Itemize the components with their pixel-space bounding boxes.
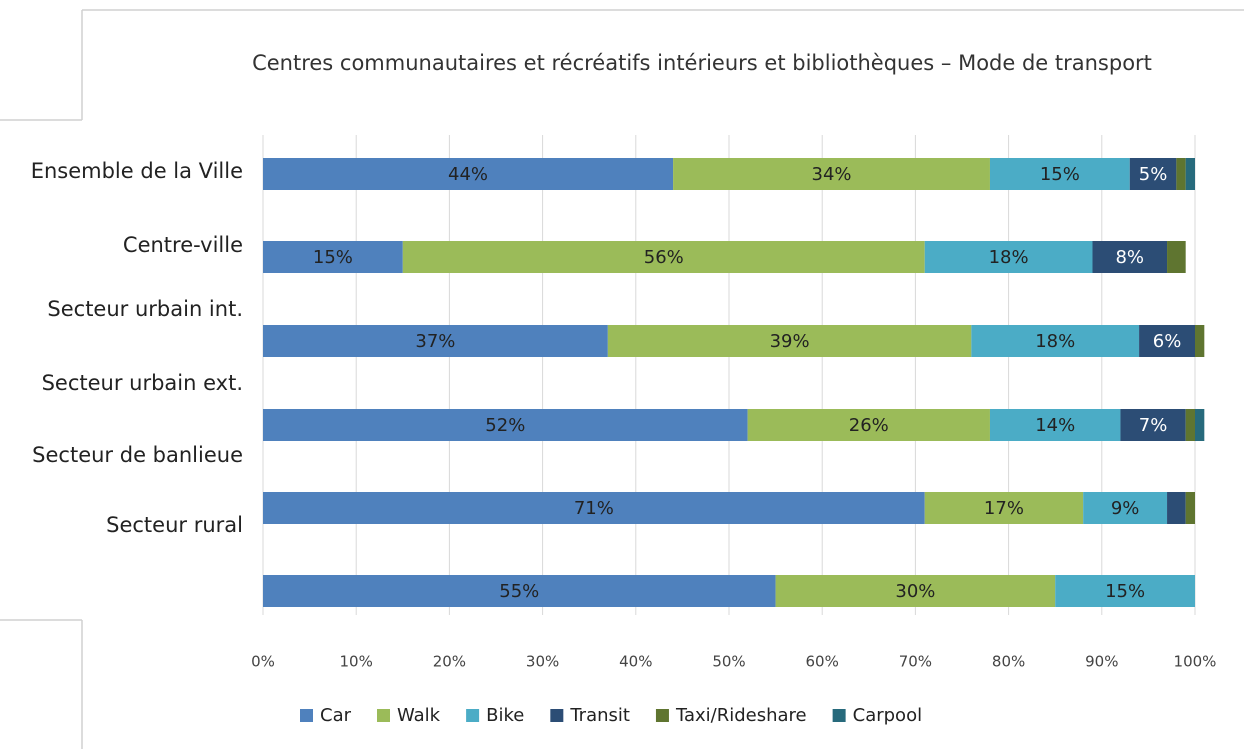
data-label: 18% [989, 247, 1029, 268]
data-label: 15% [313, 247, 353, 268]
data-label: 39% [770, 331, 810, 352]
bar-segment [263, 158, 674, 190]
legend-swatch [832, 709, 846, 722]
bar-segment [989, 409, 1121, 441]
category-label: Secteur urbain ext. [42, 371, 243, 395]
bar-segment [1176, 158, 1186, 190]
x-tick-label: 0% [251, 653, 275, 671]
legend-label: Car [320, 705, 352, 726]
category-label: Secteur de banlieue [32, 443, 243, 467]
x-tick-label: 10% [340, 653, 373, 671]
bar-segment [775, 575, 1056, 607]
data-label: 30% [895, 581, 935, 602]
legend-label: Taxi/Rideshare [675, 705, 807, 726]
data-label: 34% [812, 164, 852, 185]
category-label: Secteur rural [106, 513, 243, 537]
legend-swatch [466, 709, 480, 722]
legend-swatch [300, 709, 313, 722]
bar-segment [263, 241, 403, 273]
data-label: 15% [1105, 581, 1145, 602]
frame [0, 9, 1244, 749]
data-label: 6% [1153, 331, 1182, 352]
data-label: 71% [574, 498, 614, 519]
bar-segment [1055, 575, 1195, 607]
x-tick-label: 20% [433, 653, 466, 671]
data-label: 7% [1139, 415, 1168, 436]
data-label: 15% [1040, 164, 1080, 185]
bar-segment [1185, 492, 1195, 524]
bar-segment [1120, 409, 1186, 441]
legend-swatch [655, 709, 669, 722]
bar-segment [263, 492, 925, 524]
bar-segment [971, 325, 1140, 357]
x-tick-label: 100% [1174, 653, 1217, 671]
bar-segment [989, 158, 1130, 190]
chart-title: Centres communautaires et récréatifs int… [252, 51, 1152, 75]
x-tick-label: 80% [992, 653, 1025, 671]
bar-segment [924, 492, 1084, 524]
legend-label: Bike [486, 705, 524, 726]
data-label: 18% [1035, 331, 1075, 352]
bar-segment [263, 409, 748, 441]
data-label: 56% [644, 247, 684, 268]
bar-segment [263, 325, 608, 357]
data-label: 14% [1035, 415, 1075, 436]
bar-segment [1092, 241, 1168, 273]
bar-segment [402, 241, 925, 273]
category-label: Secteur urbain int. [47, 297, 243, 321]
bar-segment [1139, 325, 1195, 357]
x-tick-label: 30% [526, 653, 559, 671]
data-label: 9% [1111, 498, 1140, 519]
bar-segment [1083, 492, 1168, 524]
x-tick-label: 40% [619, 653, 652, 671]
bar-segment [1185, 409, 1195, 441]
x-tick-label: 50% [712, 653, 745, 671]
bar-segment [1167, 492, 1186, 524]
bar-segment [1129, 158, 1177, 190]
bar-segment [1195, 325, 1205, 357]
data-label: 44% [448, 164, 488, 185]
legend-swatch [377, 709, 390, 722]
x-tick-label: 90% [1085, 653, 1118, 671]
legend-swatch [550, 709, 564, 722]
data-label: 26% [849, 415, 889, 436]
bar-segment [1195, 409, 1205, 441]
bar-segment [1167, 241, 1186, 273]
bar-segment [607, 325, 972, 357]
bar-segment [1185, 158, 1195, 190]
bar-segment [747, 409, 990, 441]
data-label: 37% [415, 331, 455, 352]
data-label: 55% [499, 581, 539, 602]
data-label: 8% [1115, 247, 1144, 268]
category-label: Centre-ville [123, 233, 243, 257]
bar-segment [673, 158, 990, 190]
data-label: 52% [485, 415, 525, 436]
legend-label: Carpool [853, 705, 922, 726]
x-tick-label: 70% [899, 653, 932, 671]
bar-segment [263, 575, 776, 607]
data-label: 17% [984, 498, 1024, 519]
category-label: Ensemble de la Ville [31, 159, 243, 183]
legend-label: Walk [397, 705, 441, 726]
data-label: 5% [1139, 164, 1168, 185]
x-tick-label: 60% [806, 653, 839, 671]
legend-label: Transit [569, 705, 630, 726]
bar-segment [924, 241, 1093, 273]
